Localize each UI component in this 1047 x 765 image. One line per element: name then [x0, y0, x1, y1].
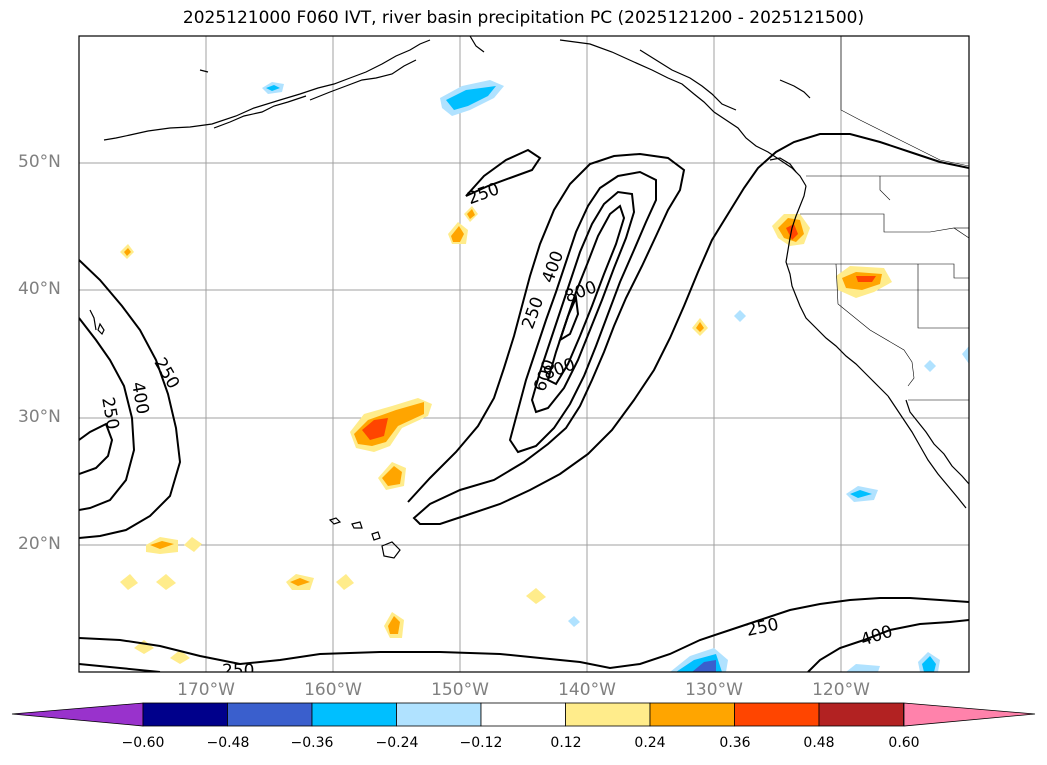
colorbar-tick-label: 0.24 [634, 735, 666, 751]
colorbar-cell [649, 702, 735, 727]
plot-frame [78, 35, 970, 673]
ivt-contours [79, 133, 969, 672]
colorbar-tick-label: 0.60 [888, 735, 920, 751]
colorbar-tick-label: −0.12 [459, 735, 503, 751]
colorbar-cell [480, 702, 566, 727]
map-title: 2025121000 F060 IVT, river basin precipi… [182, 8, 865, 28]
colorbar-tick-label: −0.24 [375, 735, 419, 751]
lat-label: 40°N [18, 279, 61, 299]
colorbar-cell [396, 702, 482, 727]
colorbar-cell [311, 702, 397, 727]
precip-blobs [120, 80, 969, 672]
gridlines [79, 36, 969, 672]
lon-label: 130°W [685, 680, 743, 700]
lat-label: 50°N [18, 152, 61, 172]
colorbar-tick-label: 0.36 [719, 735, 751, 751]
contour-label: 250 [222, 661, 254, 681]
borders [786, 36, 969, 401]
colorbar-cell [565, 702, 651, 727]
colorbar-cell [142, 702, 228, 727]
coastlines [89, 36, 969, 559]
lat-label: 20°N [18, 534, 61, 554]
lon-label: 140°W [558, 680, 616, 700]
lat-label: 30°N [18, 407, 61, 427]
colorbar-cell [734, 702, 820, 727]
colorbar [11, 702, 1036, 727]
colorbar-tick-label: −0.36 [290, 735, 334, 751]
lon-label: 120°W [812, 680, 870, 700]
colorbar-extend-min [11, 702, 144, 727]
lon-label: 150°W [431, 680, 489, 700]
colorbar-extend-max [903, 702, 1036, 727]
colorbar-tick-label: 0.48 [803, 735, 835, 751]
colorbar-cell [818, 702, 904, 727]
lon-label: 170°W [177, 680, 235, 700]
colorbar-cell [227, 702, 313, 727]
plot-area [79, 36, 969, 672]
colorbar-tick-label: 0.12 [550, 735, 582, 751]
colorbar-tick-label: −0.60 [121, 735, 165, 751]
lon-label: 160°W [304, 680, 362, 700]
colorbar-tick-label: −0.48 [206, 735, 250, 751]
